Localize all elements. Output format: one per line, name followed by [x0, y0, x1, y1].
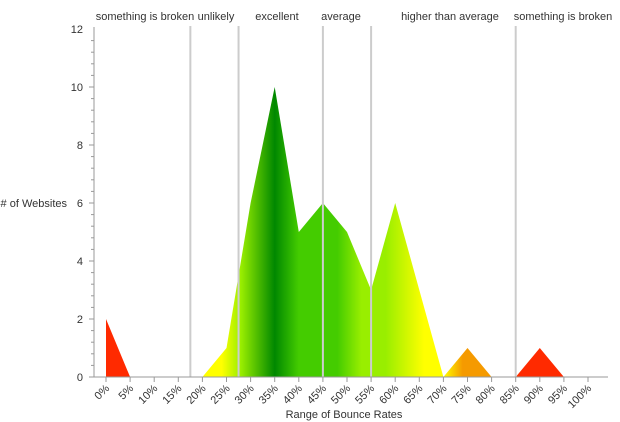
x-tick-label: 20%: [184, 382, 208, 406]
x-tick-label: 35%: [257, 382, 281, 406]
x-tick-label: 40%: [281, 382, 305, 406]
x-tick-label: 0%: [92, 382, 112, 402]
x-tick-label: 5%: [116, 382, 136, 402]
x-tick-label: 15%: [160, 382, 184, 406]
y-tick-label: 10: [71, 82, 83, 94]
x-tick-label: 10%: [136, 382, 160, 406]
x-tick-label: 30%: [233, 382, 257, 406]
zone-label: unlikely: [198, 11, 235, 23]
zone-label: something is broken: [514, 11, 612, 23]
x-axis-title: Range of Bounce Rates: [286, 409, 403, 421]
y-tick-label: 2: [77, 314, 83, 326]
x-tick-label: 45%: [305, 382, 329, 406]
x-tick-label: 85%: [498, 382, 522, 406]
x-tick-label: 75%: [450, 382, 474, 406]
y-tick-label: 6: [77, 198, 83, 210]
zone-label: higher than average: [401, 11, 499, 23]
y-tick-label: 12: [71, 24, 83, 36]
x-tick-label: 50%: [329, 382, 353, 406]
y-tick-label: 4: [77, 256, 83, 268]
zone-label: something is broken: [96, 11, 194, 23]
zone-label: excellent: [255, 11, 298, 23]
x-tick-label: 80%: [474, 382, 498, 406]
y-axis-title: # of Websites: [1, 198, 68, 210]
y-tick-label: 0: [77, 372, 83, 384]
zone-label: average: [321, 11, 361, 23]
x-tick-label: 25%: [209, 382, 233, 406]
x-tick-label: 70%: [425, 382, 449, 406]
area-series: [106, 87, 588, 377]
x-tick-label: 90%: [522, 382, 546, 406]
x-tick-label: 100%: [566, 382, 595, 411]
x-tick-label: 55%: [353, 382, 377, 406]
y-tick-label: 8: [77, 140, 83, 152]
x-tick-label: 60%: [377, 382, 401, 406]
x-tick-label: 65%: [401, 382, 425, 406]
